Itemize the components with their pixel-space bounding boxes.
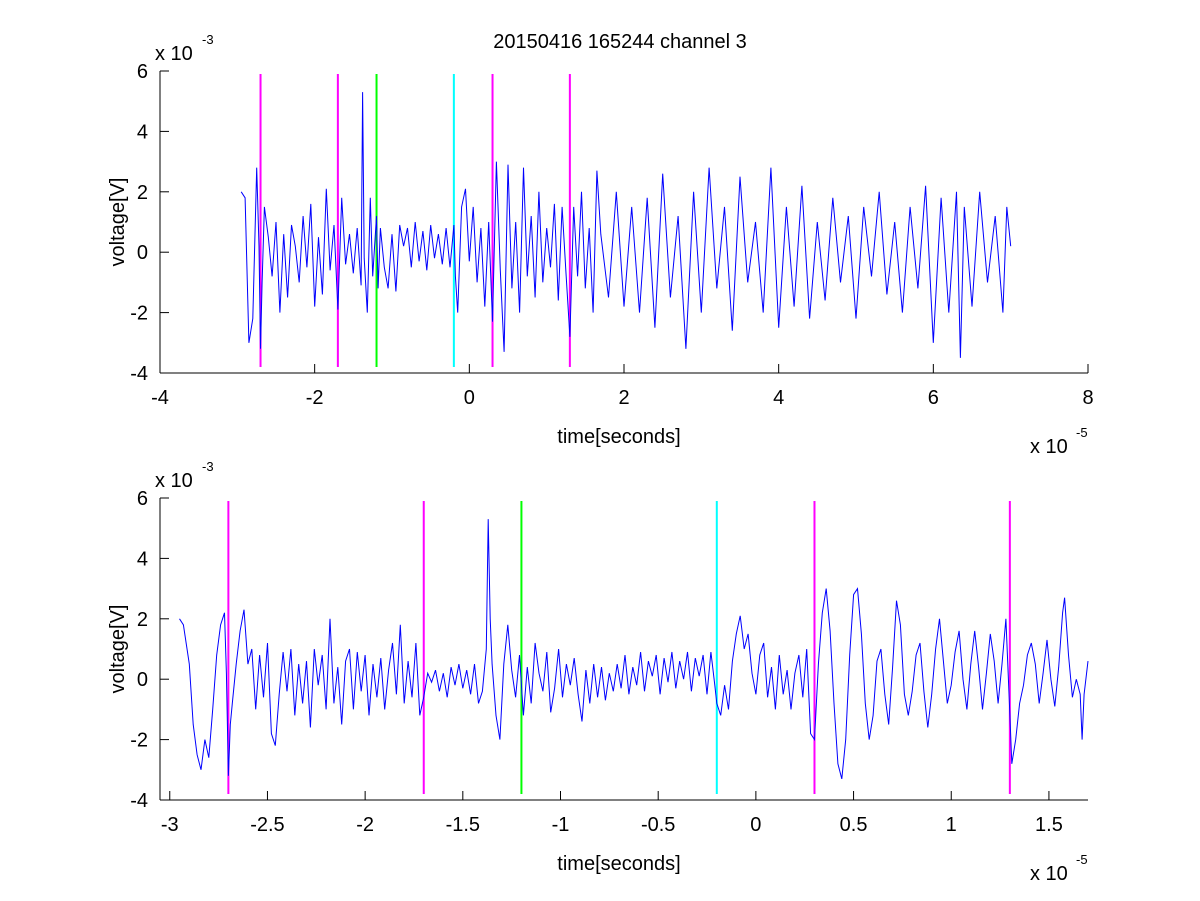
chart-1-x-multiplier-exponent: -5 bbox=[1076, 852, 1088, 867]
chart-0-y-multiplier-exponent: -3 bbox=[202, 32, 214, 47]
chart-0-x-tick-label-1: -2 bbox=[306, 387, 324, 409]
chart-0-y-tick-label-1: -2 bbox=[130, 303, 148, 325]
chart-1-y-tick-label-3: 2 bbox=[137, 609, 148, 631]
chart-1-y-tick-label-0: -4 bbox=[130, 790, 148, 812]
chart-1-y-tick-label-2: 0 bbox=[137, 669, 148, 691]
chart-0-y-tick-label-2: 0 bbox=[137, 242, 148, 264]
chart-1-x-tick-label-4: -1 bbox=[552, 814, 570, 836]
chart-1-x-tick-label-6: 0 bbox=[750, 814, 761, 836]
chart-1-y-multiplier: x 10 bbox=[155, 470, 193, 492]
chart-0-x-tick-label-3: 2 bbox=[618, 387, 629, 409]
chart-1-x-tick-label-0: -3 bbox=[161, 814, 179, 836]
chart-0-x-tick-label-0: -4 bbox=[151, 387, 169, 409]
chart-1-y-tick-label-1: -2 bbox=[130, 730, 148, 752]
chart-0-x-multiplier-exponent: -5 bbox=[1076, 425, 1088, 440]
chart-1-x-tick-label-9: 1.5 bbox=[1035, 814, 1063, 836]
chart-0-y-tick-label-3: 2 bbox=[137, 182, 148, 204]
chart-1-series-line-0 bbox=[179, 519, 1089, 780]
chart-1-y-tick-label-4: 4 bbox=[137, 548, 148, 570]
figure-title: 20150416 165244 channel 3 bbox=[493, 31, 747, 53]
bottom-plot: -3 -2.5 -2 -1.5 -1 -0.5 0 0.5 1 1.5 -4 -2 0 2 4 6 time[s… bbox=[107, 459, 1089, 885]
chart-0-x-tick-label-4: 4 bbox=[773, 387, 784, 409]
chart-0-x-tick-label-6: 8 bbox=[1082, 387, 1093, 409]
chart-0-x-tick-label-2: 0 bbox=[464, 387, 475, 409]
chart-0-y-tick-label-0: -4 bbox=[130, 363, 148, 385]
chart-0-x-axis-label: time[seconds] bbox=[557, 426, 680, 448]
chart-1-x-tick-label-3: -1.5 bbox=[446, 814, 480, 836]
chart-1-x-axis-label: time[seconds] bbox=[557, 853, 680, 875]
chart-1-x-multiplier: x 10 bbox=[1030, 863, 1068, 885]
chart-0-x-multiplier: x 10 bbox=[1030, 436, 1068, 458]
chart-0-x-tick-label-5: 6 bbox=[928, 387, 939, 409]
chart-1-y-tick-label-5: 6 bbox=[137, 488, 148, 510]
chart-0-y-tick-label-4: 4 bbox=[137, 121, 148, 143]
chart-1-y-multiplier-exponent: -3 bbox=[202, 459, 214, 474]
chart-0-y-multiplier: x 10 bbox=[155, 43, 193, 65]
top-plot: -4 -2 0 2 4 6 8 -4 -2 0 2 4 6 time[seconds] voltage[V]… bbox=[107, 32, 1094, 458]
chart-1-x-tick-label-5: -0.5 bbox=[641, 814, 675, 836]
chart-1-x-tick-label-1: -2.5 bbox=[250, 814, 284, 836]
chart-1-x-tick-label-2: -2 bbox=[356, 814, 374, 836]
chart-0-y-tick-label-5: 6 bbox=[137, 61, 148, 83]
chart-0-series-line-0 bbox=[240, 92, 1012, 358]
chart-1-y-axis-label: voltage[V] bbox=[107, 605, 129, 694]
chart-1-x-tick-label-8: 1 bbox=[946, 814, 957, 836]
chart-0-y-axis-label: voltage[V] bbox=[107, 178, 129, 267]
chart-1-x-tick-label-7: 0.5 bbox=[840, 814, 868, 836]
